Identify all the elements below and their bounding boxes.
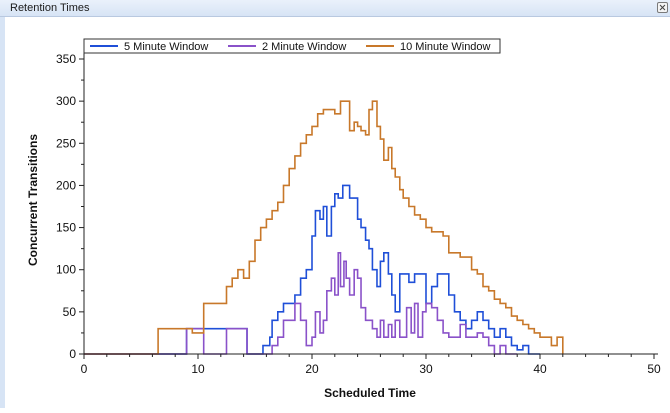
- y-tick-label: 0: [69, 347, 76, 361]
- x-tick-label: 40: [533, 362, 547, 376]
- series-line-10-minute: [84, 100, 564, 355]
- y-tick-label: 350: [56, 52, 76, 66]
- x-tick-label: 20: [305, 362, 319, 376]
- legend-box: [83, 38, 501, 54]
- x-tick-label: 10: [191, 362, 205, 376]
- series-line-5-minute: [84, 184, 540, 355]
- x-tick-label: 30: [419, 362, 433, 376]
- y-tick-label: 150: [56, 221, 76, 235]
- legend-label: 5 Minute Window: [124, 41, 208, 53]
- legend-label: 10 Minute Window: [400, 41, 491, 53]
- window-title: Retention Times: [10, 2, 90, 14]
- y-tick-label: 300: [56, 94, 76, 108]
- y-tick-label: 250: [56, 136, 76, 150]
- x-tick-label: 50: [647, 362, 661, 376]
- x-tick-label: 0: [81, 362, 88, 376]
- window-titlebar: Retention Times: [0, 0, 670, 17]
- series-line-2-minute: [84, 252, 518, 355]
- y-tick-label: 100: [56, 263, 76, 277]
- y-tick-label: 200: [56, 178, 76, 192]
- y-tick-label: 50: [63, 305, 77, 319]
- close-icon[interactable]: [657, 2, 668, 13]
- legend-label: 2 Minute Window: [262, 41, 346, 53]
- x-axis-label: Scheduled Time: [324, 386, 416, 400]
- chart-panel: 0 50 100 150 200 250 300 350 0 10 20 30 40 50 5 Minut…: [0, 17, 670, 408]
- retention-times-chart: 0 50 100 150 200 250 300 350 0 10 20 30 40 50 5 Minut…: [26, 38, 661, 400]
- left-border: [0, 17, 5, 408]
- y-axis-label: Concurrent Transitions: [26, 134, 40, 266]
